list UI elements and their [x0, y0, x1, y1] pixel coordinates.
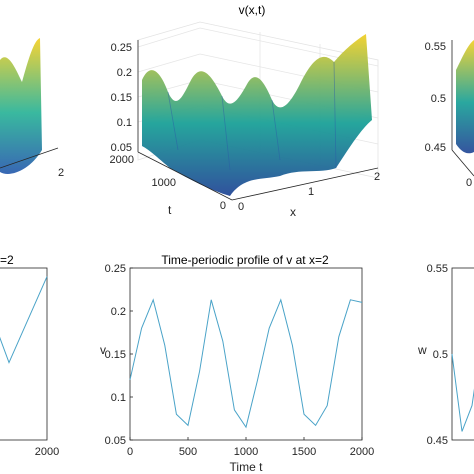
bottom-left-title-fragment: =2: [0, 253, 14, 267]
chart-axes-box: [129, 267, 363, 441]
surface-t-tick: 2000: [110, 154, 134, 166]
bottom-right-line-panel: 0.45 0.5 0.55 w: [417, 263, 474, 447]
surface-x-tick: 2: [374, 171, 380, 183]
chart-x-label: Time t: [230, 460, 264, 474]
y-tick-label: 0.15: [105, 349, 126, 361]
surface-z-tick: 0.15: [111, 92, 132, 104]
bottom-center-line-panel: Time-periodic profile of v at x=2 0 500 10…: [100, 253, 374, 474]
surface-t-tick: 0: [220, 200, 226, 212]
surface-z-tick: 0.05: [111, 142, 132, 154]
top-right-surface: [456, 40, 474, 154]
top-center-3d-panel: v(x,t) 0.25 0.2 0.15 0.1 0.05 2000 1 0: [110, 3, 381, 219]
surface-x-tick: 0: [238, 201, 244, 213]
surface-z-tick: 0.1: [117, 117, 132, 129]
x-tick-label: 2000: [350, 446, 374, 458]
y-tick-label: 0.2: [111, 306, 126, 318]
surface-z-tick: 0.2: [117, 67, 132, 79]
surface-t-tick: 1000: [152, 177, 176, 189]
top-right-z-tick: 0.55: [425, 41, 446, 53]
top-left-x-tick: 2: [58, 167, 64, 179]
surface-x-tick: 1: [308, 186, 314, 198]
chart-y-label: v: [100, 343, 106, 357]
bottom-right-y-tick-label: 0.45: [427, 435, 448, 447]
top-right-t-axis: [451, 149, 474, 177]
chart-title: Time-periodic profile of v at x=2: [161, 253, 329, 267]
top-left-3d-panel: 2: [0, 38, 64, 179]
top-right-z-tick: 0.5: [431, 93, 446, 105]
y-tick-label: 0.05: [105, 435, 126, 447]
surface-ridges: [167, 61, 337, 171]
top-right-z-tick: 0.45: [425, 142, 446, 154]
bottom-right-y-label: w: [417, 343, 427, 357]
bottom-left-axes-box: [0, 267, 48, 441]
y-tick-label: 0.1: [111, 392, 126, 404]
y-tick-label: 0.25: [105, 263, 126, 275]
top-left-x-axis: [0, 147, 59, 169]
surface-t-axis: [137, 151, 233, 201]
surface-title: v(x,t): [239, 3, 266, 17]
bottom-left-x-tick: 2000: [35, 446, 59, 458]
top-left-surface: [0, 38, 42, 174]
surface-z-tick: 0.25: [111, 42, 132, 54]
surface-t-label: t: [168, 203, 172, 217]
top-right-3d-panel: 0.55 0.5 0.45 0: [425, 40, 474, 189]
x-tick-label: 500: [179, 446, 197, 458]
top-right-t-tick: 0: [466, 177, 472, 189]
surface-body: [142, 34, 372, 196]
x-tick-label: 1000: [234, 446, 258, 458]
x-tick-label: 0: [127, 446, 133, 458]
surface-x-axis: [231, 167, 379, 201]
bottom-left-line-panel: =2 2000: [0, 253, 59, 458]
x-tick-label: 1500: [292, 446, 316, 458]
bottom-left-series-line: [0, 276, 48, 364]
chart-series-line: [129, 298, 363, 429]
bottom-right-series-line: [451, 353, 474, 432]
bottom-right-axes-box: [451, 267, 474, 441]
bottom-right-y-tick-label: 0.55: [427, 263, 448, 275]
surface-x-label: x: [290, 205, 296, 219]
bottom-right-y-tick-label: 0.5: [433, 349, 448, 361]
